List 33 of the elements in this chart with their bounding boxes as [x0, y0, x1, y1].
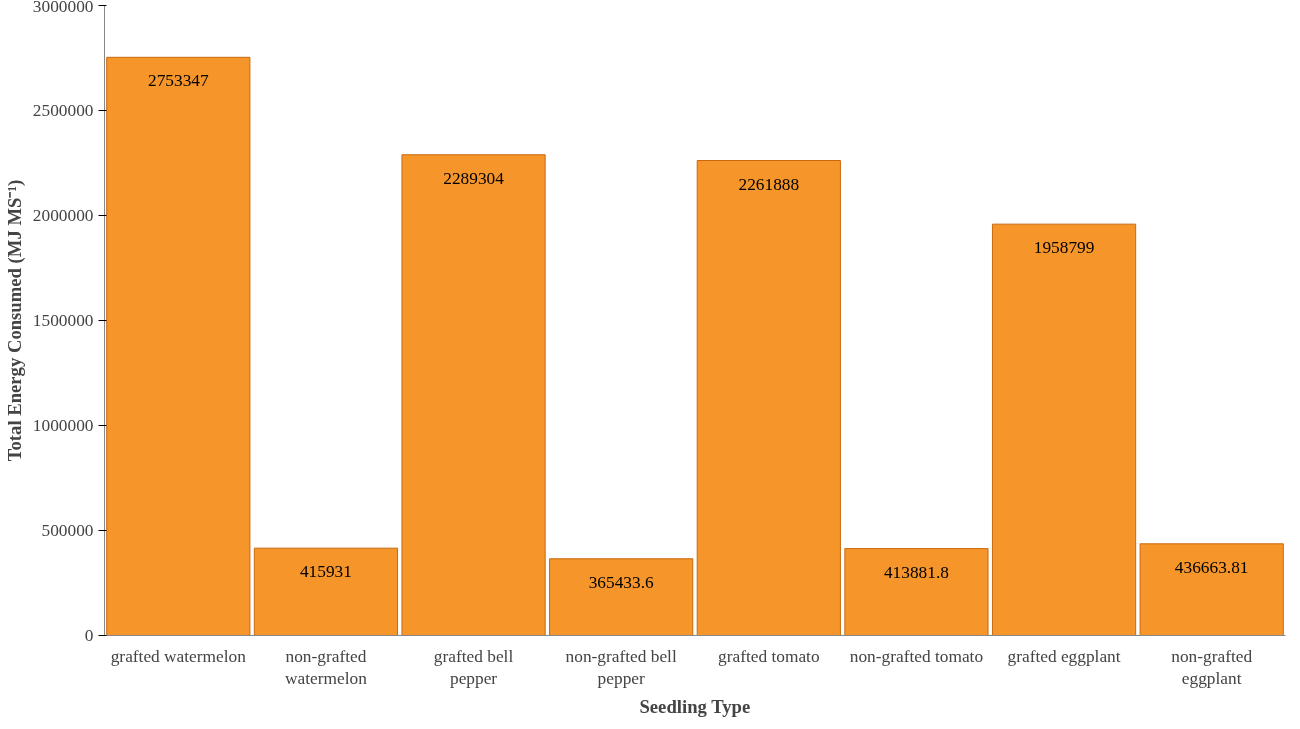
x-tick-label: grafted bell pepper — [433, 646, 514, 689]
bar — [549, 558, 694, 636]
x-tick-label: grafted eggplant — [1007, 646, 1121, 666]
x-tick-label: non-grafted bell pepper — [565, 646, 677, 689]
y-tick-label: 500000 — [41, 521, 94, 540]
bar — [1139, 543, 1284, 636]
x-tick-label: grafted watermelon — [110, 646, 247, 666]
y-tick-label: 1000000 — [32, 416, 94, 435]
x-axis-title: Seedling Type — [639, 696, 751, 718]
data-label: 436663.81 — [1174, 557, 1249, 577]
bar — [696, 160, 841, 636]
y-tick-label: 3000000 — [32, 0, 94, 16]
y-tick-label: 0 — [84, 626, 94, 645]
y-tick-label: 1500000 — [32, 311, 94, 330]
y-tick-label: 2000000 — [32, 206, 94, 225]
data-label: 2261888 — [738, 174, 800, 194]
x-tick-label: grafted tomato — [718, 646, 820, 666]
bar — [991, 223, 1137, 636]
data-label: 365433.6 — [588, 572, 655, 592]
bar — [106, 56, 251, 636]
bar — [253, 547, 399, 636]
data-label: 415931 — [299, 562, 352, 582]
bar — [401, 154, 546, 636]
bar — [844, 548, 989, 636]
data-label: 413881.8 — [883, 562, 949, 582]
data-label: 2753347 — [147, 71, 209, 91]
x-tick-label: non-grafted tomato — [849, 646, 984, 666]
x-tick-label: non-grafted watermelon — [285, 646, 368, 689]
data-label: 2289304 — [443, 168, 505, 188]
y-tick-label: 2500000 — [32, 101, 94, 120]
y-axis-title: Total Energy Consumed (MJ MS⁻¹) — [3, 179, 26, 462]
x-tick-label: non-grafted eggplant — [1171, 646, 1253, 689]
data-label: 1958799 — [1033, 238, 1095, 258]
